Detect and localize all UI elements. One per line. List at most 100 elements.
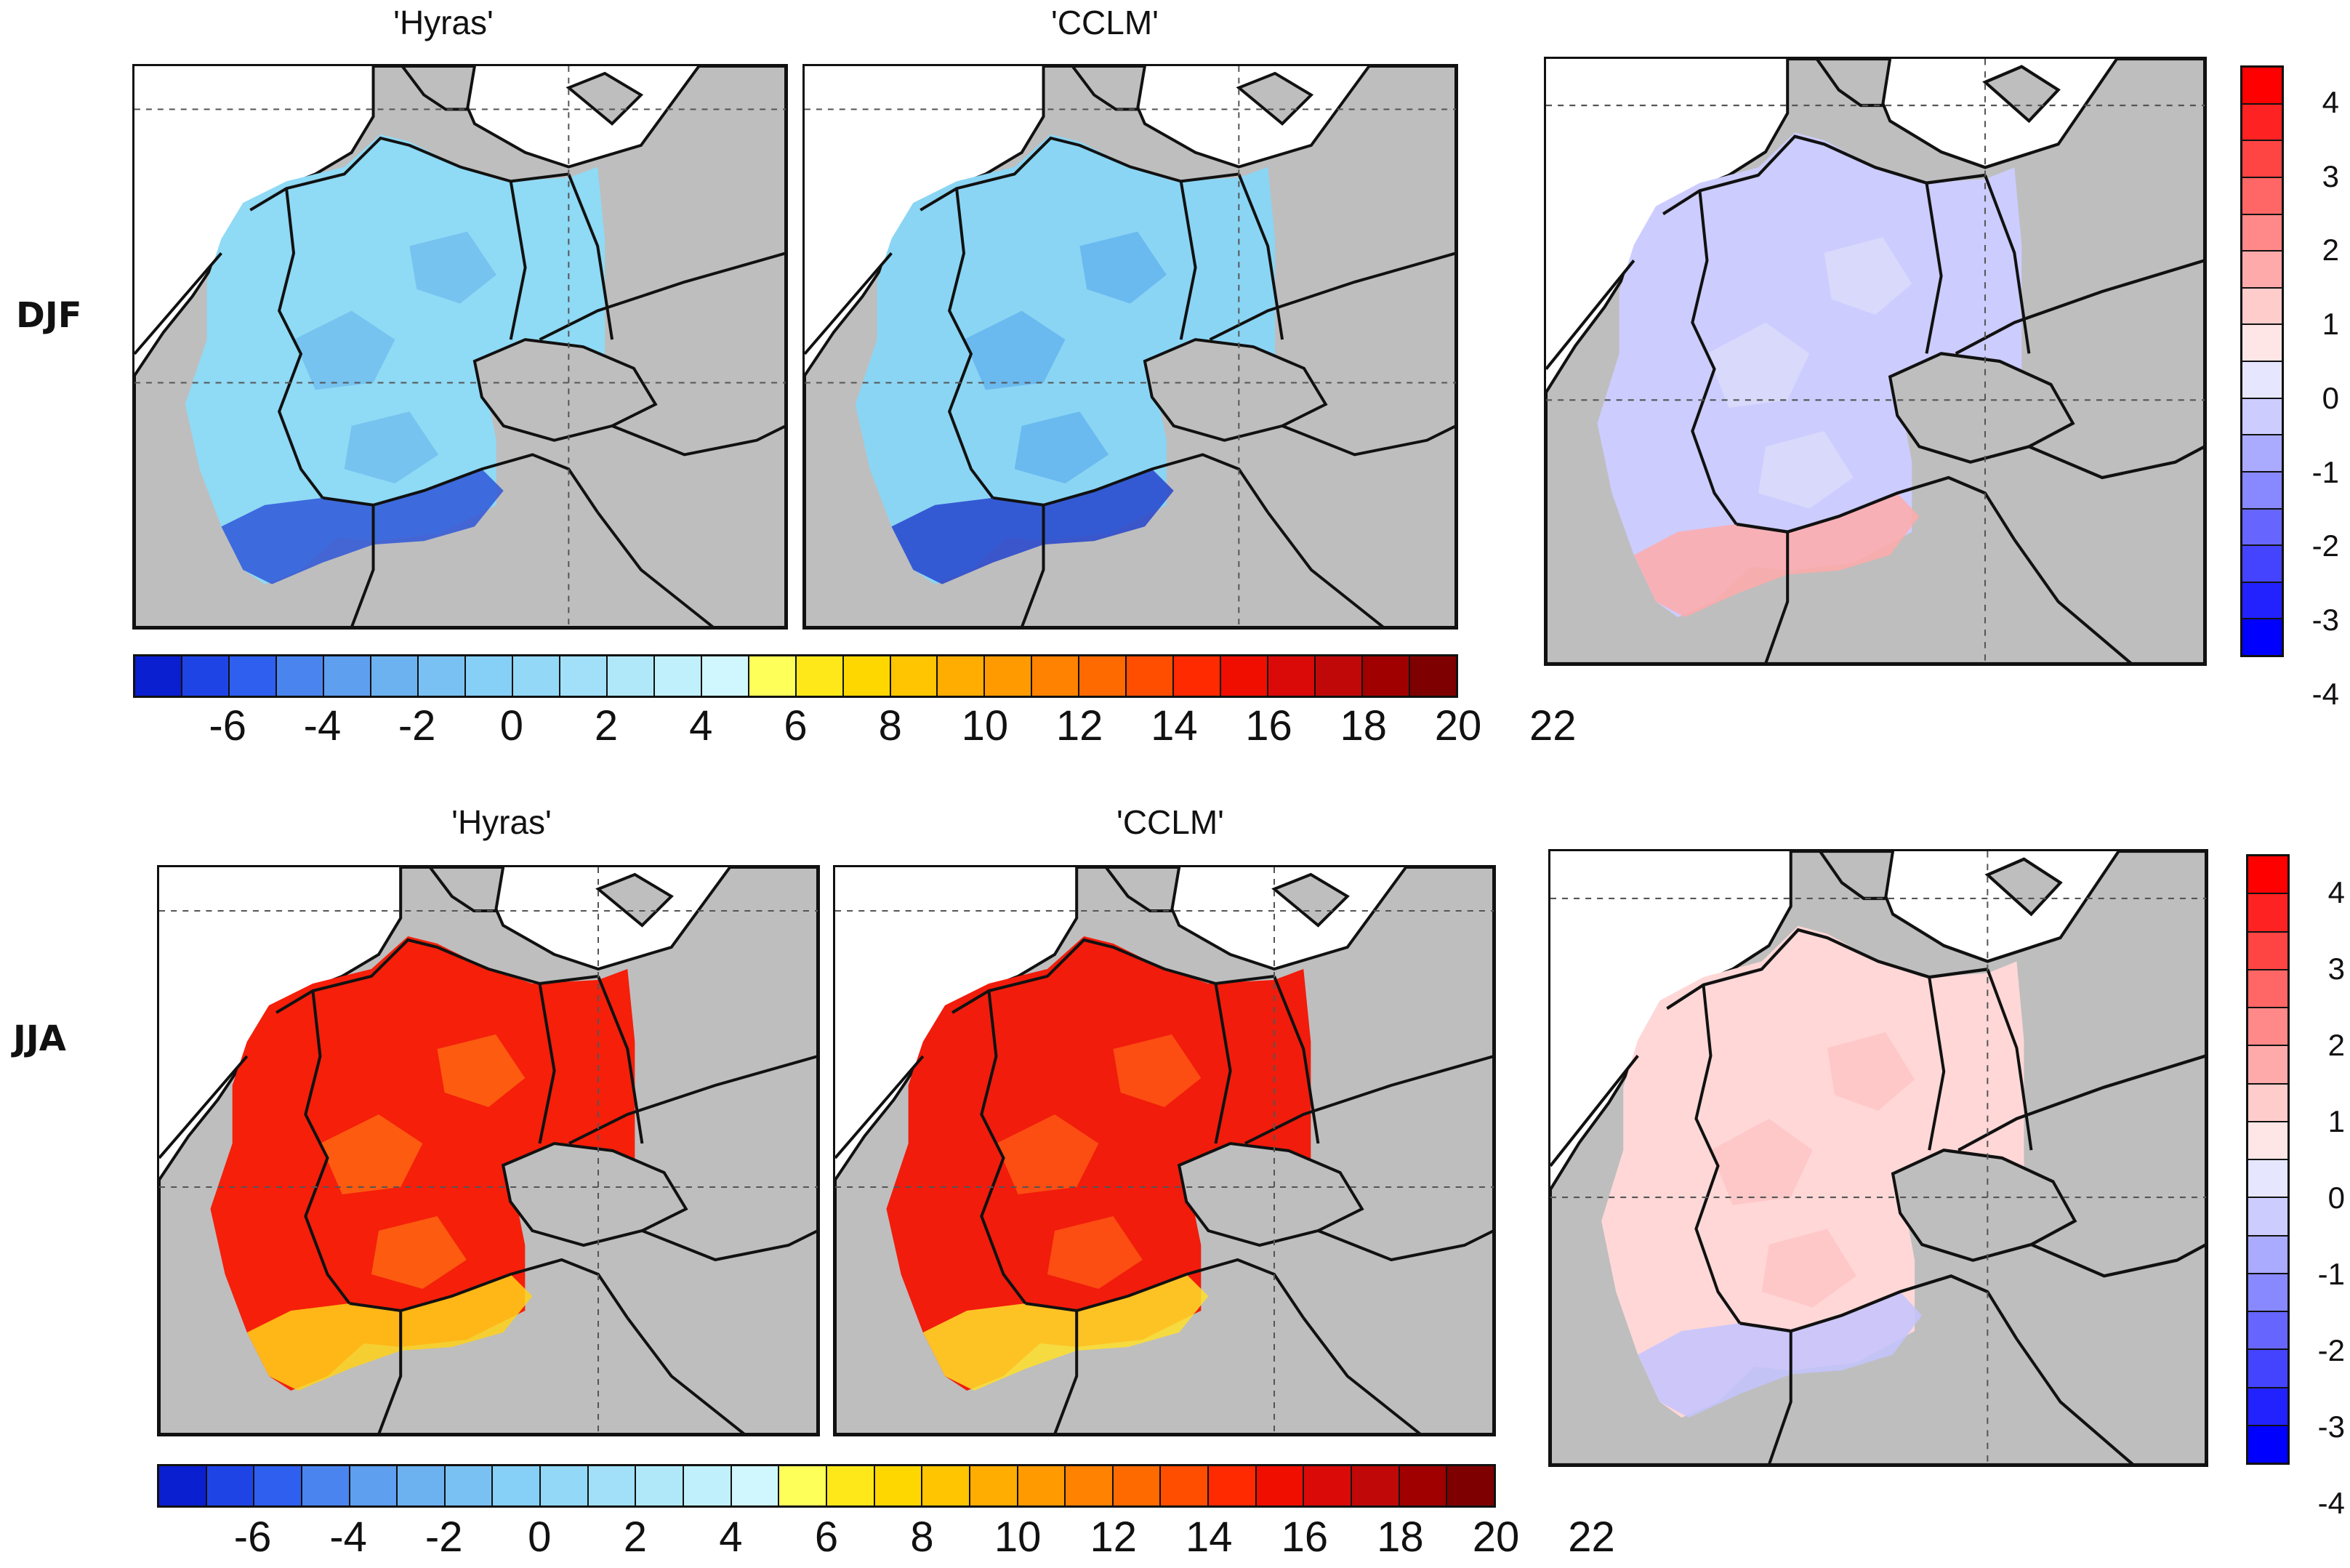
colorbar-segment bbox=[588, 1466, 637, 1505]
title-djf-cclm: 'CCLM' bbox=[1051, 4, 1159, 41]
land-mass bbox=[1818, 851, 1895, 901]
colorbar-tick-label: -6 bbox=[209, 702, 246, 749]
field-detail bbox=[409, 231, 496, 304]
colorbar-segment bbox=[1066, 1466, 1114, 1505]
country-border bbox=[1266, 511, 1385, 627]
country-border bbox=[2015, 1338, 2135, 1465]
field-detail bbox=[964, 310, 1066, 390]
colorbar-segment bbox=[749, 656, 797, 696]
map-jja-hyras bbox=[157, 865, 820, 1436]
country-border bbox=[1764, 531, 1790, 664]
colorbar-segment bbox=[206, 1466, 255, 1505]
colorbar-segment bbox=[2248, 1122, 2287, 1160]
colorbar-segment bbox=[276, 656, 324, 696]
colorbar-segment bbox=[970, 1466, 1018, 1505]
colorbar-tick-label: 6 bbox=[784, 702, 808, 749]
field-detail bbox=[1827, 1032, 1915, 1111]
czechia-outline bbox=[1143, 338, 1328, 442]
country-border bbox=[1302, 1316, 1422, 1434]
colorbar-segment bbox=[159, 1466, 207, 1505]
colorbar-segment bbox=[654, 656, 702, 696]
colorbar-tick-label: 6 bbox=[814, 1513, 839, 1561]
colorbar-segment bbox=[560, 656, 608, 696]
colorbar-segment bbox=[985, 656, 1033, 696]
land-mass bbox=[1984, 857, 2063, 917]
colorbar-segment bbox=[1221, 656, 1269, 696]
colorbar-tick-label: 20 bbox=[1434, 702, 1482, 749]
colorbar-segment bbox=[636, 1466, 685, 1505]
colorbar-segment bbox=[2242, 141, 2282, 178]
colorbar-segment bbox=[302, 1466, 350, 1505]
colorbar-segment bbox=[2248, 1160, 2287, 1199]
land-mass bbox=[1103, 867, 1181, 912]
colorbar-tick-label: 2 bbox=[2322, 233, 2339, 268]
temperature-colorbar-jja bbox=[157, 1464, 1496, 1508]
colorbar-segment bbox=[1352, 1466, 1400, 1505]
colorbar-tick-label: -6 bbox=[233, 1513, 272, 1561]
country-border bbox=[920, 136, 1239, 212]
map-djf-hyras bbox=[132, 64, 788, 630]
colorbar-tick-label: 8 bbox=[878, 702, 902, 749]
colorbar-segment bbox=[2248, 1084, 2287, 1122]
colorbar-segment bbox=[1363, 656, 1411, 696]
title-jja-cclm: 'CCLM' bbox=[1116, 803, 1224, 841]
colorbar-segment bbox=[2248, 932, 2287, 970]
season-label-djf: DJF bbox=[16, 295, 82, 336]
colorbar-tick-label: 3 bbox=[2322, 158, 2339, 193]
colorbar-tick-label: 10 bbox=[961, 702, 1009, 749]
colorbar-segment bbox=[1304, 1466, 1353, 1505]
map-canvas bbox=[805, 66, 1456, 627]
country-border bbox=[1550, 1054, 1639, 1167]
temperature-colorbar-djf-ticks: -6 -4 -2 0 2 4 6 8 10 12 14 16 18 20 22 bbox=[133, 702, 1576, 756]
colorbar-tick-label: 4 bbox=[689, 702, 713, 749]
field-detail bbox=[1761, 1229, 1856, 1308]
land-mass bbox=[1814, 59, 1892, 108]
colorbar-segment bbox=[1410, 656, 1457, 696]
country-border bbox=[980, 990, 1027, 1305]
colorbar-segment bbox=[445, 1466, 494, 1505]
country-border bbox=[1691, 190, 1738, 526]
land-mass bbox=[1271, 872, 1350, 928]
map-canvas bbox=[835, 867, 1494, 1434]
colorbar-segment bbox=[398, 1466, 446, 1505]
study-area-field bbox=[855, 134, 1276, 584]
colorbar-segment bbox=[2248, 1312, 2287, 1351]
country-border bbox=[2028, 445, 2205, 480]
study-area-field bbox=[1597, 132, 2022, 617]
colorbar-segment bbox=[512, 656, 560, 696]
field-detail bbox=[1824, 237, 1912, 315]
land-mass bbox=[1070, 66, 1146, 111]
map-canvas bbox=[1550, 851, 2206, 1465]
country-border bbox=[1546, 259, 1635, 371]
title-jja-hyras: 'Hyras' bbox=[451, 803, 552, 841]
alpine-field bbox=[1633, 493, 1920, 617]
colorbar-segment bbox=[2248, 970, 2287, 1008]
colorbar-segment bbox=[323, 656, 371, 696]
colorbar-segment bbox=[135, 656, 182, 696]
colorbar-tick-label: -3 bbox=[2311, 603, 2339, 638]
colorbar-segment bbox=[182, 656, 230, 696]
colorbar-segment bbox=[684, 1466, 732, 1505]
colorbar-tick-label: 12 bbox=[1090, 1513, 1137, 1561]
colorbar-tick-label: 14 bbox=[1186, 1513, 1233, 1561]
country-border bbox=[1214, 983, 1232, 1144]
colorbar-segment bbox=[2242, 68, 2282, 105]
colorbar-tick-label: 22 bbox=[1529, 702, 1577, 749]
colorbar-segment bbox=[254, 1466, 302, 1505]
land-mass bbox=[427, 867, 505, 912]
country-border bbox=[377, 1311, 403, 1434]
difference-colorbar-djf-ticks: 4 3 2 1 0 -1 -2 -3 -4 bbox=[2288, 65, 2346, 709]
colorbar-segment bbox=[2242, 582, 2282, 620]
colorbar-tick-label: -4 bbox=[2317, 1485, 2345, 1520]
colorbar-tick-label: 8 bbox=[910, 1513, 934, 1561]
colorbar-tick-label: 4 bbox=[2322, 84, 2339, 119]
colorbar-segment bbox=[465, 656, 513, 696]
colorbar-segment bbox=[2242, 362, 2282, 399]
country-border bbox=[1179, 181, 1197, 340]
land-mass bbox=[400, 66, 476, 111]
colorbar-segment bbox=[826, 1466, 875, 1505]
country-border bbox=[1317, 1229, 1494, 1262]
alpine-field bbox=[891, 469, 1174, 584]
colorbar-segment bbox=[2242, 288, 2282, 326]
colorbar-segment bbox=[607, 656, 655, 696]
